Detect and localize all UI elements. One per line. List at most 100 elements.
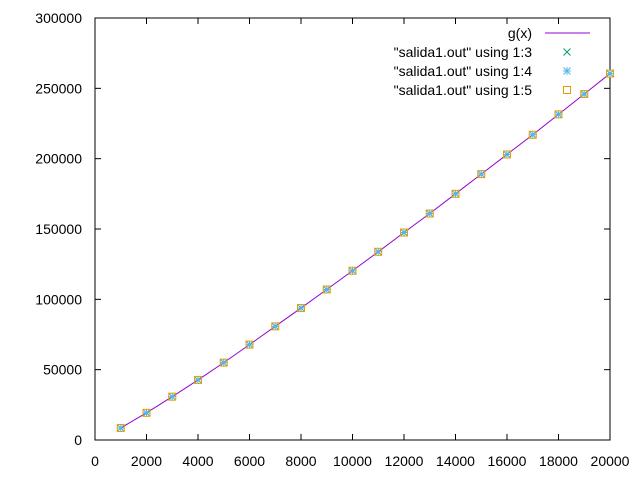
data-point: [425, 209, 434, 218]
data-point-stroke: [374, 247, 383, 256]
data-point: [554, 110, 563, 119]
legend-marker-stroke: [563, 86, 571, 94]
x-tick-label: 10000: [333, 453, 372, 469]
data-point: [451, 189, 460, 198]
data-point-stroke: [528, 130, 537, 139]
data-point: [297, 304, 305, 313]
data-point: [503, 150, 511, 159]
data-point: [425, 209, 434, 218]
data-point-stroke: [451, 189, 460, 198]
data-point-stroke: [245, 340, 254, 349]
data-point-stroke: [271, 322, 280, 331]
data-point-stroke: [116, 424, 125, 433]
x-tick-label: 4000: [182, 453, 213, 469]
data-point: [194, 375, 202, 384]
legend-marker: [563, 67, 571, 75]
data-point: [503, 150, 511, 159]
data-point: [245, 340, 254, 349]
data-point-stroke: [503, 150, 511, 159]
data-point: [554, 110, 563, 119]
x-tick-label: 18000: [539, 453, 578, 469]
data-point-stroke: [116, 424, 125, 433]
data-point: [528, 130, 537, 139]
data-point: [142, 408, 151, 417]
y-tick-label: 250000: [35, 80, 82, 96]
data-point: [400, 228, 408, 237]
data-point: [142, 408, 151, 417]
data-point: [580, 89, 589, 98]
series-3-points: [116, 69, 614, 433]
data-point-stroke: [168, 392, 177, 401]
y-tick-label: 200000: [35, 151, 82, 167]
data-point: [168, 392, 177, 401]
data-point: [451, 189, 460, 198]
data-point: [606, 69, 614, 78]
data-point: [219, 358, 228, 367]
data-point-stroke: [400, 228, 408, 237]
data-point: [271, 322, 280, 331]
data-point-stroke: [219, 358, 228, 367]
x-tick-label: 0: [91, 453, 99, 469]
data-point-stroke: [528, 130, 537, 139]
data-point: [297, 304, 305, 313]
data-point: [322, 285, 331, 294]
data-point-stroke: [297, 304, 305, 313]
legend-label: "salida1.out" using 1:3: [394, 44, 533, 60]
legend-marker-stroke: [563, 67, 571, 75]
y-tick-label: 300000: [35, 10, 82, 26]
data-point-stroke: [142, 408, 151, 417]
data-point-stroke: [477, 170, 486, 179]
data-point-stroke: [554, 110, 563, 119]
data-point: [400, 228, 408, 237]
series-2-points: [116, 69, 614, 433]
data-point: [374, 247, 383, 256]
data-point: [606, 69, 614, 78]
data-point: [271, 322, 280, 331]
data-point-stroke: [168, 392, 177, 401]
y-tick-label: 50000: [43, 362, 82, 378]
data-point-stroke: [348, 266, 357, 275]
plot-frame: [94, 17, 611, 441]
data-point-stroke: [297, 304, 305, 313]
data-point-stroke: [245, 340, 254, 349]
y-tick-label: 0: [74, 432, 82, 448]
data-point: [116, 424, 125, 433]
legend-label: "salida1.out" using 1:4: [394, 63, 533, 79]
data-point-stroke: [606, 69, 614, 78]
plot-area: [116, 69, 614, 433]
x-tick-label: 8000: [285, 453, 316, 469]
x-tick-label: 20000: [591, 453, 630, 469]
data-point-stroke: [219, 358, 228, 367]
legend: g(x) "salida1.out" using 1:3 "salida1.out"…: [394, 25, 590, 98]
legend-label: "salida1.out" using 1:5: [394, 82, 533, 98]
data-point-stroke: [194, 375, 202, 384]
data-point: [116, 424, 125, 433]
data-point-stroke: [554, 110, 563, 119]
x-tick-label: 2000: [131, 453, 162, 469]
data-point-stroke: [194, 375, 202, 384]
legend-marker: [563, 48, 571, 56]
data-point-stroke: [580, 89, 589, 98]
data-point: [374, 247, 383, 256]
data-point: [477, 170, 486, 179]
legend-marker-stroke: [563, 48, 571, 56]
data-point: [245, 340, 254, 349]
series-1-points: [116, 69, 614, 432]
data-point-stroke: [606, 69, 614, 78]
x-axis-ticks: 0 2000 4000 6000 8000 10000 12000 14000 16000 180…: [91, 18, 630, 469]
data-point: [348, 266, 357, 275]
data-point-stroke: [322, 285, 331, 294]
y-tick-label: 150000: [35, 221, 82, 237]
x-tick-label: 14000: [436, 453, 475, 469]
y-tick-label: 100000: [35, 291, 82, 307]
data-point: [219, 358, 228, 367]
data-point-stroke: [322, 285, 331, 294]
data-point-stroke: [348, 266, 357, 275]
data-point-stroke: [425, 209, 434, 218]
data-point-stroke: [142, 408, 151, 417]
data-point-stroke: [580, 89, 589, 98]
data-point-stroke: [503, 150, 511, 159]
data-point-stroke: [425, 209, 434, 218]
data-point: [322, 285, 331, 294]
